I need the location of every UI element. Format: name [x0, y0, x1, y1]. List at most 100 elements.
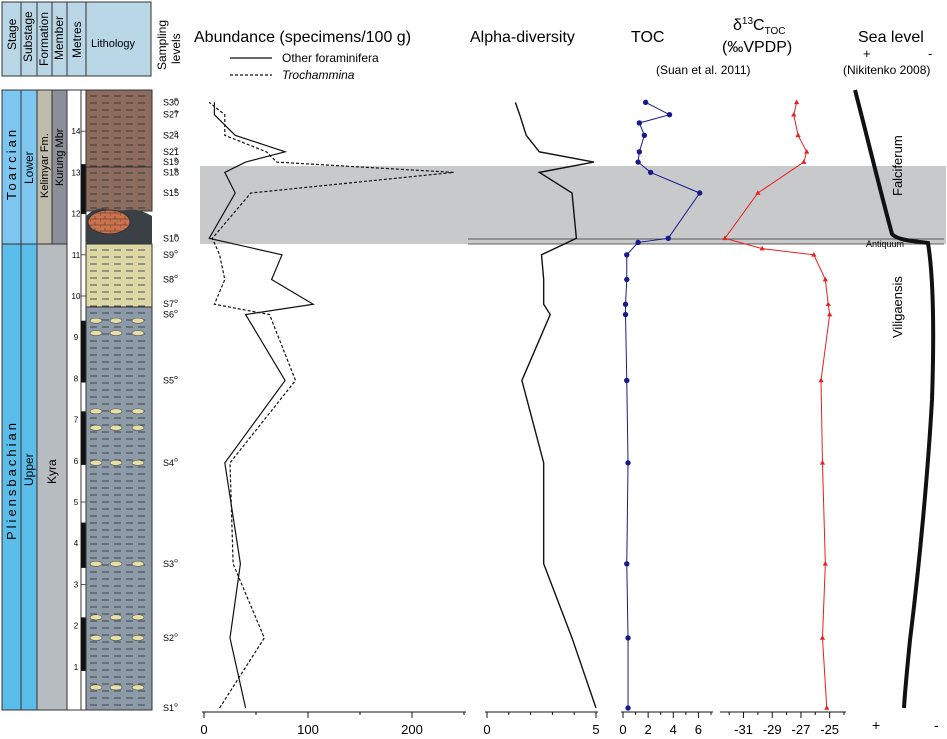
sample-marker: [174, 458, 178, 462]
x-tick-label: 100: [297, 722, 319, 737]
metre-bar: [81, 617, 86, 671]
metre-bar: [81, 411, 86, 465]
toc-point: [625, 460, 631, 466]
column-header: Stage Substage Formation Member Metres L…: [1, 1, 183, 77]
header-stage: Stage: [5, 18, 19, 50]
d13c-point: [819, 635, 826, 640]
concretion: [131, 614, 145, 621]
sample-marker: [174, 167, 178, 171]
d13c-point: [795, 132, 801, 138]
metre-label: 3: [74, 580, 79, 589]
concretion: [109, 560, 123, 567]
concretion: [131, 459, 145, 466]
concretion: [109, 684, 123, 691]
sample-marker: [174, 97, 178, 101]
sealevel-minus: -: [928, 46, 932, 61]
toc-point: [635, 239, 641, 246]
antiquum-label: Antiquum: [866, 239, 904, 249]
sample-label: S18: [163, 167, 179, 177]
sample-marker: [174, 274, 178, 279]
concretion: [109, 424, 123, 431]
metre-label: 5: [74, 498, 79, 507]
sample-label: S3: [163, 559, 174, 569]
sample-label: S27: [163, 110, 179, 120]
concretion: [89, 684, 103, 691]
d13c-point: [822, 561, 828, 566]
toc-point: [625, 705, 631, 711]
toc-point: [622, 301, 629, 307]
sealevel-curve: [853, 89, 936, 709]
sample-label: S24: [163, 130, 179, 140]
metre-label: 8: [74, 374, 79, 383]
toc-point: [624, 377, 630, 384]
sample-label: S5: [163, 375, 174, 385]
metre-bar: [81, 164, 86, 214]
sealevel-title: Sea level: [858, 29, 924, 46]
limestone-lens: [87, 209, 131, 235]
trochammina-line: [208, 101, 454, 709]
sample-label: S19: [163, 157, 179, 167]
alpha-title: Alpha-diversity: [470, 29, 575, 46]
sample-marker: [174, 633, 178, 637]
legend-trochammina: Trochammina: [282, 68, 355, 82]
metre-label: 9: [74, 333, 79, 342]
x-tick-label: 5: [592, 722, 599, 737]
sample-marker: [174, 233, 178, 237]
header-sampling: Sampling: [155, 20, 169, 70]
sample-label: S15: [163, 188, 179, 198]
d13c-point: [822, 276, 828, 282]
concretion: [131, 560, 145, 567]
sample-marker: [174, 559, 178, 563]
concretion: [109, 614, 123, 621]
concretion: [131, 330, 145, 336]
header-metres: Metres: [70, 21, 84, 58]
metre-label: 13: [72, 168, 81, 177]
toc-point: [647, 169, 654, 176]
toc-point: [624, 252, 630, 258]
d13c-point: [824, 705, 830, 710]
sealevel-axis-plus: +: [872, 717, 880, 733]
metre-label: 14: [72, 127, 81, 136]
other-foraminifera-line: [208, 102, 315, 709]
d13c-point: [755, 190, 761, 195]
d13c-point: [811, 252, 817, 257]
sample-label: S1: [163, 703, 174, 713]
sample-label: S6: [163, 310, 174, 320]
sample-label: S7: [163, 299, 174, 309]
toc-point: [624, 276, 630, 283]
sample-marker: [174, 110, 178, 114]
sample-marker: [174, 130, 178, 134]
concretion: [131, 635, 145, 641]
d13c-point: [759, 245, 765, 251]
concretion: [109, 330, 123, 336]
d13c-unit: (‰VPDP): [722, 39, 792, 56]
sample-marker: [174, 188, 178, 192]
header-levels: levels: [169, 33, 183, 64]
metre-label: 12: [72, 210, 81, 219]
toc-point: [624, 561, 630, 567]
sealevel-axis-minus: -: [934, 717, 939, 733]
sample-label: S4: [163, 458, 174, 468]
concretion: [89, 408, 103, 415]
concretion: [89, 459, 103, 466]
toc-point: [642, 99, 649, 106]
toc-source: (Suan et al. 2011): [656, 63, 751, 77]
toc-point: [636, 149, 643, 155]
x-tick-label: -29: [763, 722, 782, 737]
substage-upper: Upper: [22, 453, 36, 486]
sample-marker: [174, 147, 178, 151]
toc-point: [666, 112, 673, 118]
concretion: [109, 459, 123, 466]
metre-label: 4: [74, 539, 79, 548]
metre-label: 1: [74, 663, 79, 672]
metre-label: 7: [74, 416, 79, 425]
lithology-column: [85, 89, 153, 711]
metre-label: 11: [72, 251, 81, 260]
sample-marker: [174, 157, 178, 161]
sample-label: S21: [163, 147, 179, 157]
concretion: [89, 560, 103, 567]
sealevel-source: (Nikitenko 2008): [843, 63, 930, 77]
formation-kelimyar: Kelimyar Fm.: [39, 133, 51, 198]
